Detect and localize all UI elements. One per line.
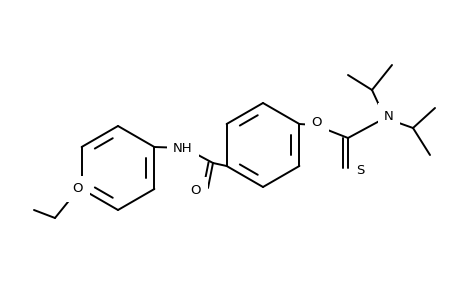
Text: O: O xyxy=(190,184,201,196)
Text: N: N xyxy=(383,110,393,122)
Text: O: O xyxy=(73,182,83,196)
Text: S: S xyxy=(355,164,364,176)
Text: NH: NH xyxy=(173,142,192,154)
Text: O: O xyxy=(311,116,322,128)
